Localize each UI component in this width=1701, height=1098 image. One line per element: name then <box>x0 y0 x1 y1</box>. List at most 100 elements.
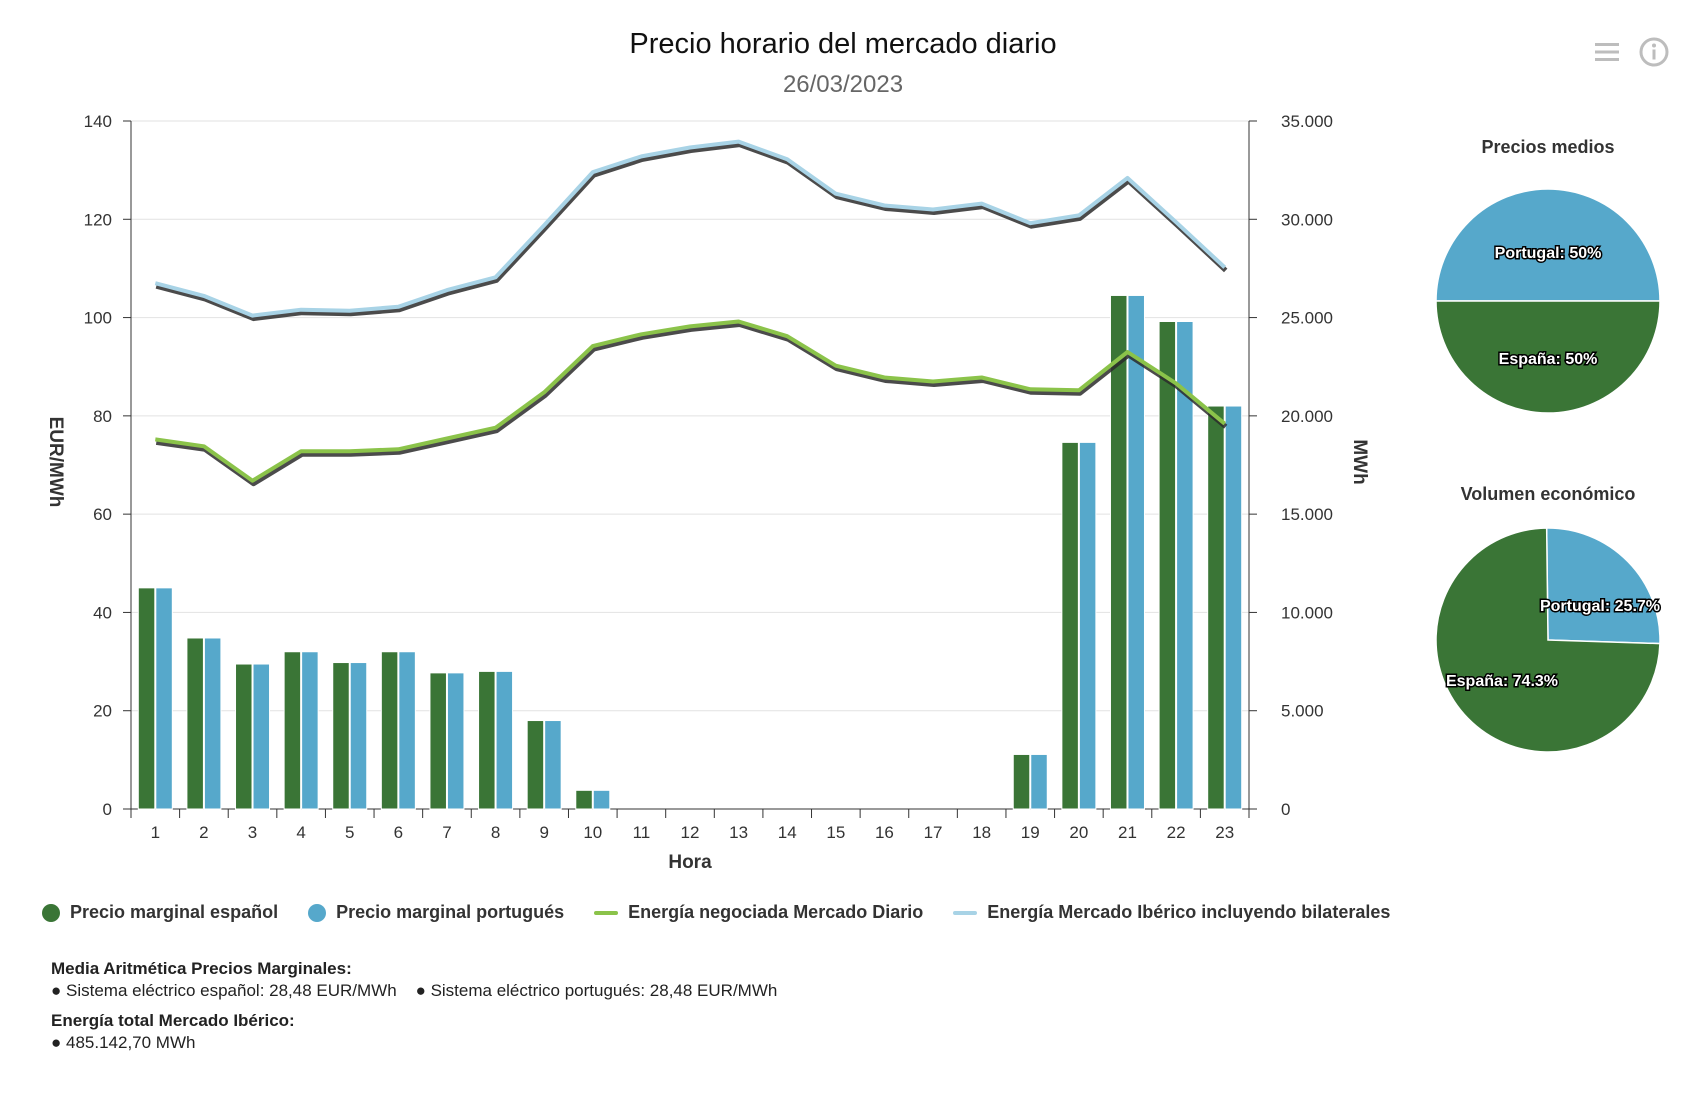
x-tick-label: 7 <box>442 823 451 842</box>
y-tick-label: 0 <box>103 800 112 819</box>
x-axis-title: Hora <box>668 852 712 873</box>
y-tick-label: 40 <box>93 603 112 622</box>
legend-label: Precio marginal portugués <box>336 902 565 922</box>
bar-precio-portugues <box>1176 321 1194 810</box>
y-right-tick-label: 30.000 <box>1281 210 1333 229</box>
bar-precio-portugues <box>446 672 465 810</box>
bar-precio-espanol <box>1158 321 1177 810</box>
y-tick-label: 100 <box>84 309 112 328</box>
bar-precio-portugues <box>1078 441 1097 810</box>
y-right-tick-label: 25.000 <box>1281 309 1333 328</box>
x-tick-label: 5 <box>345 823 354 842</box>
bar-precio-portugues <box>592 789 611 810</box>
bar-precio-espanol <box>1061 441 1079 810</box>
line-series <box>154 139 1228 487</box>
legend-item-energy-md[interactable]: Energía negociada Mercado Diario <box>594 902 923 923</box>
line-shadow-energia-diario <box>155 322 1228 487</box>
line-shadow-energia-iberico <box>155 142 1228 322</box>
x-tick-label: 19 <box>1021 823 1040 842</box>
bar-precio-espanol <box>575 789 593 810</box>
x-tick-label: 6 <box>394 823 403 842</box>
bar-precio-portugues <box>1127 294 1145 810</box>
bar-precio-espanol <box>332 662 350 810</box>
legend-label: Energía Mercado Ibérico incluyendo bilat… <box>987 902 1391 922</box>
y-right-tick-label: 35.000 <box>1281 112 1333 131</box>
bar-precio-espanol <box>380 651 399 810</box>
x-tick-label: 21 <box>1118 823 1137 842</box>
y-axis-title-right: MWh <box>1349 439 1370 484</box>
legend-line-icon <box>594 910 619 915</box>
x-tick-label: 10 <box>583 823 602 842</box>
legend-line-icon <box>953 910 978 915</box>
x-tick-label: 4 <box>296 823 305 842</box>
y-tick-label: 140 <box>84 112 112 131</box>
bar-precio-portugues <box>398 651 416 810</box>
bar-precio-portugues <box>495 670 514 810</box>
legend-dot-icon <box>42 903 60 922</box>
info-icon[interactable] <box>1638 36 1670 68</box>
bar-precio-portugues <box>544 720 562 810</box>
chart-legend: Precio marginal español Precio marginal … <box>42 902 1420 923</box>
y-right-tick-label: 10.000 <box>1281 603 1333 622</box>
y-right-tick-label: 0 <box>1281 800 1290 819</box>
legend-item-energy-iberico[interactable]: Energía Mercado Ibérico incluyendo bilat… <box>953 902 1390 923</box>
bar-precio-espanol <box>283 651 302 810</box>
menu-icon[interactable] <box>1591 36 1623 68</box>
y-tick-label: 20 <box>93 702 112 721</box>
x-tick-label: 3 <box>248 823 257 842</box>
pie-volumen-economico: Volumen económico Portugal: 25.7% España:… <box>1435 484 1662 753</box>
x-tick-label: 14 <box>778 823 797 842</box>
bar-precio-espanol <box>235 663 253 810</box>
pie-data-label: España: 74.3% <box>1446 673 1558 690</box>
bar-series <box>137 294 1243 810</box>
x-tick-label: 12 <box>681 823 700 842</box>
legend-label: Energía negociada Mercado Diario <box>628 902 924 922</box>
y-right-tick-label: 15.000 <box>1281 505 1333 524</box>
bar-precio-espanol <box>478 670 496 810</box>
chart-subtitle: 26/03/2023 <box>782 71 904 98</box>
y-axis-title-left: EUR/MWh <box>45 417 66 508</box>
line-energia-diario <box>155 319 1226 483</box>
axes: 02040608010012014005.00010.00015.00020.0… <box>84 112 1333 842</box>
y-tick-label: 80 <box>93 407 112 426</box>
x-tick-label: 8 <box>491 823 500 842</box>
summary-energia-line: ● 485.142,70 MWh <box>51 1033 196 1052</box>
pie-title-precios-medios: Precios medios <box>1481 137 1614 157</box>
pie-precios-medios: Precios medios Portugal: 50% España: 50% <box>1435 137 1661 414</box>
legend-label: Precio marginal español <box>70 902 279 922</box>
y-tick-label: 60 <box>93 505 112 524</box>
x-tick-label: 13 <box>729 823 748 842</box>
x-tick-label: 9 <box>539 823 548 842</box>
summary-media-line: ● Sistema eléctrico español: 28,48 EUR/M… <box>51 981 778 1000</box>
bar-precio-portugues <box>301 651 319 810</box>
x-tick-label: 11 <box>633 823 651 842</box>
bar-precio-espanol <box>137 587 156 810</box>
pie-slice-portugal <box>1545 527 1661 645</box>
chart-canvas: 02040608010012014005.00010.00015.00020.0… <box>45 112 1662 873</box>
x-tick-label: 18 <box>972 823 991 842</box>
line-energia-iberico <box>154 139 1227 318</box>
bar-precio-portugues <box>203 637 222 810</box>
bar-precio-espanol <box>429 672 447 810</box>
legend-item-spain[interactable]: Precio marginal español <box>42 902 278 923</box>
x-tick-label: 1 <box>151 823 160 842</box>
pie-slice-espana <box>1435 527 1661 753</box>
x-tick-label: 15 <box>826 823 845 842</box>
bar-precio-espanol <box>1012 753 1031 810</box>
x-tick-label: 17 <box>924 823 943 842</box>
pie-data-label: España: 50% <box>1499 351 1598 368</box>
bar-precio-espanol <box>1207 405 1225 810</box>
x-tick-label: 22 <box>1167 823 1186 842</box>
y-right-tick-label: 5.000 <box>1281 702 1324 721</box>
bar-precio-portugues <box>1224 405 1243 810</box>
bar-precio-espanol <box>186 637 204 810</box>
pie-slice-espana <box>1435 300 1661 414</box>
legend-item-portugal[interactable]: Precio marginal portugués <box>308 902 564 923</box>
summary-energia-title: Energía total Mercado Ibérico: <box>51 1011 295 1030</box>
pie-data-label: Portugal: 25.7% <box>1540 598 1660 615</box>
y-right-tick-label: 20.000 <box>1281 407 1333 426</box>
bar-precio-espanol <box>526 720 545 810</box>
x-tick-label: 2 <box>199 823 208 842</box>
bar-precio-portugues <box>1030 753 1048 810</box>
legend-dot-icon <box>308 903 327 922</box>
